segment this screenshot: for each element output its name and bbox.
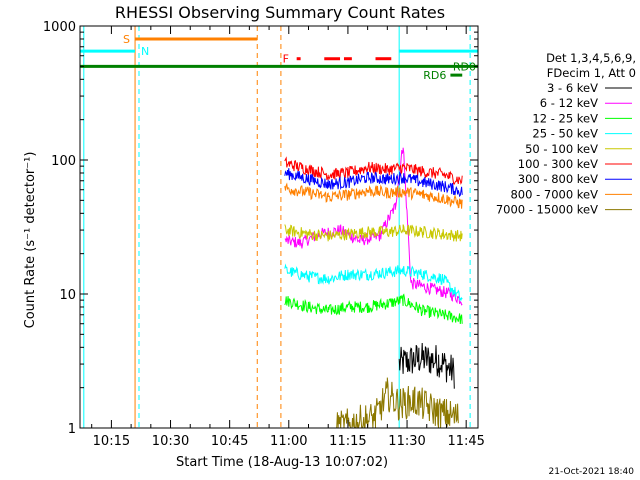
x-axis-label: Start Time (18-Aug-13 10:07:02): [176, 455, 388, 470]
footer-timestamp: 21-Oct-2021 18:40: [549, 467, 635, 477]
f-flag-label: F: [283, 53, 289, 66]
legend-header-line-1: Det 1,3,4,5,6,9,: [546, 51, 636, 65]
s-flag-label: S: [123, 33, 130, 46]
y-tick-label: 1: [68, 422, 76, 437]
legend-label: 300 - 800 keV: [518, 172, 598, 186]
y-axis: 1 10 100 1000: [43, 20, 478, 437]
x-tick-label: 10:45: [211, 434, 248, 449]
series-line-2: [284, 293, 463, 325]
legend: Det 1,3,4,5,6,9, FDecim 1, Att 0 3 - 6 k…: [496, 51, 636, 217]
n-flag-label: N: [141, 45, 149, 58]
legend-label: 7000 - 15000 keV: [496, 203, 598, 217]
y-axis-label: Count Rate (s⁻¹ detector⁻¹): [23, 152, 38, 329]
y-tick-label: 10: [59, 288, 76, 303]
series-line-6: [284, 168, 463, 198]
series-line-7: [284, 182, 463, 209]
legend-label: 50 - 100 keV: [525, 142, 598, 156]
y-tick-label: 1000: [43, 20, 76, 35]
series-line-5: [284, 156, 463, 185]
x-tick-label: 11:45: [447, 434, 484, 449]
series-line-3: [284, 263, 463, 302]
x-tick-label: 10:15: [93, 434, 130, 449]
rd0-flag-label: RD0: [453, 60, 476, 73]
y-tick-label: 100: [51, 154, 76, 169]
x-axis: 10:15 10:30 10:45 11:00 11:15 11:30 11:45: [91, 26, 485, 449]
plot-frame: [79, 25, 479, 429]
legend-header-line-2: FDecim 1, Att 0: [547, 66, 636, 80]
x-tick-label: 11:00: [270, 434, 307, 449]
legend-label: 800 - 7000 keV: [510, 187, 598, 201]
rd6-flag-label: RD6: [423, 69, 446, 82]
plot-area: SN F RD0 RD6: [79, 26, 478, 429]
legend-label: 3 - 6 keV: [547, 81, 598, 95]
legend-label: 25 - 50 keV: [532, 127, 598, 141]
legend-label: 6 - 12 keV: [540, 96, 598, 110]
x-tick-label: 11:30: [388, 434, 425, 449]
chart-title: RHESSI Observing Summary Count Rates: [115, 3, 445, 22]
series-line-8: [336, 377, 459, 429]
series-line-4: [284, 224, 463, 242]
series-line-0: [398, 342, 455, 389]
legend-label: 12 - 25 keV: [532, 111, 598, 125]
legend-label: 100 - 300 keV: [518, 157, 598, 171]
x-tick-label: 10:30: [152, 434, 189, 449]
x-tick-label: 11:15: [329, 434, 366, 449]
